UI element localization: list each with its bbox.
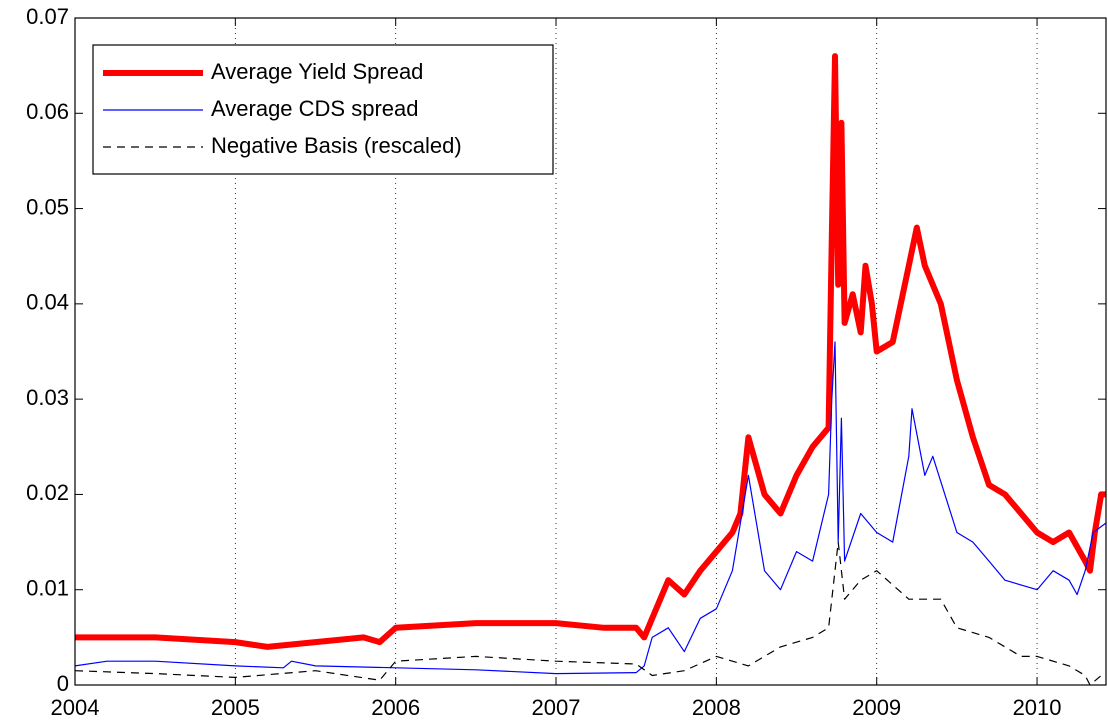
legend-label: Average CDS spread (211, 96, 419, 121)
y-tick-label: 0.01 (26, 576, 69, 601)
y-tick-label: 0.04 (26, 290, 69, 315)
legend: Average Yield Spread Average CDS spread Ne… (92, 44, 554, 175)
x-tick-label: 2009 (852, 695, 901, 720)
series-line (74, 541, 1106, 686)
y-tick-label: 0 (57, 671, 69, 696)
y-tick-label: 0.06 (26, 99, 69, 124)
x-tick-label: 2008 (692, 695, 741, 720)
legend-label: Average Yield Spread (211, 59, 423, 84)
x-tick-label: 2005 (211, 695, 260, 720)
legend-label: Negative Basis (rescaled) (211, 133, 462, 158)
series-line (75, 53, 1106, 650)
x-tick-label: 2004 (51, 695, 100, 720)
y-tick-label: 0.03 (26, 385, 69, 410)
y-tick-label: 0.07 (26, 4, 69, 29)
series-line (74, 341, 1107, 675)
x-tick-label: 2006 (371, 695, 420, 720)
x-tick-label: 2007 (532, 695, 581, 720)
y-tick-label: 0.05 (26, 194, 69, 219)
y-tick-label: 0.02 (26, 480, 69, 505)
plot-frame (74, 17, 1107, 686)
x-tick-label: 2010 (1013, 695, 1062, 720)
